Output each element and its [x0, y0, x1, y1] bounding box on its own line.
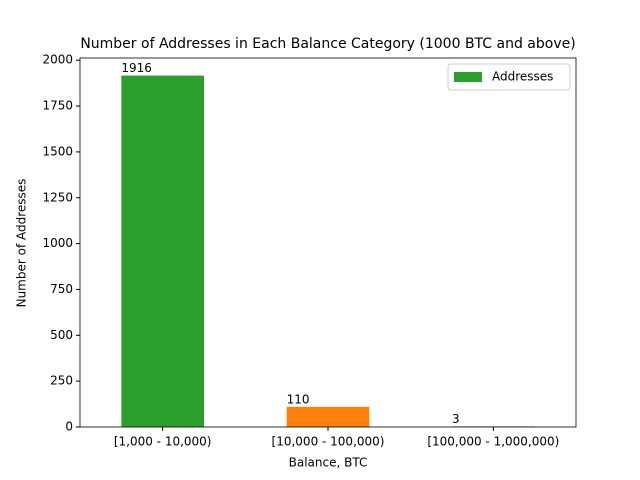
value-label: 1916	[121, 61, 152, 75]
legend-label: Addresses	[492, 70, 553, 84]
chart-title: Number of Addresses in Each Balance Cate…	[80, 36, 575, 52]
y-tick-label: 500	[50, 328, 73, 342]
y-tick-label: 250	[50, 374, 73, 388]
y-tick-label: 750	[50, 282, 73, 296]
x-tick-label: [1,000 - 10,000)	[114, 435, 212, 449]
legend-box	[447, 63, 571, 91]
legend-swatch	[454, 72, 482, 82]
x-axis-label: Balance, BTC	[289, 456, 368, 470]
bar	[286, 406, 370, 427]
value-label: 110	[287, 392, 310, 406]
y-tick-label: 0	[65, 420, 73, 434]
value-label: 3	[452, 412, 460, 426]
bar	[121, 75, 204, 428]
y-tick-label: 1750	[42, 99, 73, 113]
y-tick-label: 1000	[42, 236, 73, 250]
y-tick-label: 1500	[42, 144, 73, 158]
x-tick-label: [10,000 - 100,000)	[272, 435, 385, 449]
y-tick-label: 2000	[42, 53, 73, 67]
x-tick-label: [100,000 - 1,000,000)	[427, 435, 559, 449]
axes-frame	[79, 57, 577, 428]
y-axis-label: Number of Addresses	[15, 179, 29, 308]
y-tick-label: 1250	[42, 190, 73, 204]
